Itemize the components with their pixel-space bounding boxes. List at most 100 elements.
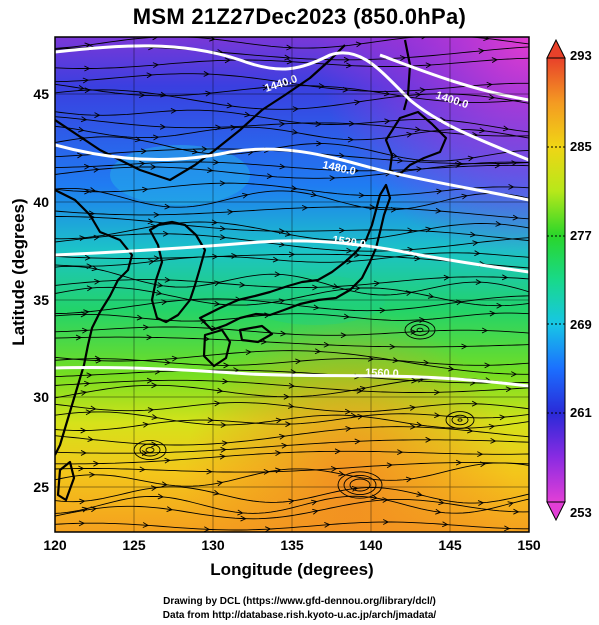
coast-shikoku xyxy=(238,324,274,344)
streamline-arrow xyxy=(89,187,97,193)
streamline-arrow xyxy=(93,234,100,241)
streamline-arrow xyxy=(213,489,220,496)
streamline-arrow xyxy=(264,526,272,532)
colorbar-tick-293: 293 xyxy=(570,48,592,63)
streamline-arrow xyxy=(222,378,229,385)
streamline-eddy xyxy=(410,324,430,336)
streamline-arrow xyxy=(419,87,427,94)
streamline-arrow xyxy=(203,526,211,532)
x-tick-150: 150 xyxy=(517,537,541,553)
streamline-arrow xyxy=(490,437,497,444)
streamline-arrow xyxy=(288,382,295,389)
y-tick-40: 40 xyxy=(33,194,49,210)
streamline-arrow xyxy=(397,157,404,164)
streamline-arrow xyxy=(477,451,484,458)
streamline-arrow xyxy=(405,476,413,483)
streamline-arrow xyxy=(391,152,399,159)
streamline-arrow xyxy=(84,163,91,170)
colorbar: 293 285 277 269 261 253 xyxy=(546,38,592,522)
streamline-arrow xyxy=(146,72,153,79)
streamline-arrow xyxy=(409,405,416,411)
streamline-arrow xyxy=(219,180,226,187)
streamline-arrow xyxy=(436,188,443,195)
streamline-arrow xyxy=(151,414,158,420)
streamline-arrow xyxy=(508,184,515,190)
streamline-arrow xyxy=(223,362,230,369)
streamline-arrow xyxy=(371,494,378,501)
streamline-arrow xyxy=(226,102,233,109)
streamline-arrow xyxy=(152,62,160,69)
streamline-arrow xyxy=(205,90,212,97)
streamline-arrow xyxy=(301,204,309,211)
streamline-arrow xyxy=(244,111,251,118)
streamline-arrow xyxy=(94,112,101,119)
streamline-arrow xyxy=(211,219,218,226)
streamline-arrow xyxy=(275,450,282,456)
streamline-arrow xyxy=(477,500,485,506)
streamline-arrow xyxy=(146,377,154,384)
streamline-arrow xyxy=(159,123,167,130)
streamline-arrow xyxy=(140,148,148,155)
streamline-arrow xyxy=(483,37,490,42)
streamline-arrow xyxy=(312,284,319,291)
streamline-arrow xyxy=(355,41,363,48)
streamline-arrow xyxy=(475,279,482,285)
y-tick-30: 30 xyxy=(33,389,49,405)
streamline-eddy xyxy=(404,320,436,340)
streamline-arrow xyxy=(352,167,360,174)
streamline-arrow xyxy=(348,120,356,127)
streamline-arrow xyxy=(382,497,389,503)
streamline-arrow xyxy=(79,498,86,505)
streamline-arrow xyxy=(419,317,426,323)
streamline-arrow xyxy=(324,521,331,528)
streamline-arrow xyxy=(491,57,499,63)
streamline-arrow xyxy=(164,276,171,283)
streamline-arrow xyxy=(512,214,519,221)
streamline-arrow xyxy=(164,457,171,464)
streamline-arrow xyxy=(409,423,417,430)
streamline-arrow xyxy=(411,377,418,384)
streamline-arrow xyxy=(407,246,414,253)
x-tick-140: 140 xyxy=(359,537,383,553)
streamline-arrow xyxy=(467,155,475,162)
streamline-arrow xyxy=(455,299,463,306)
streamline-arrow xyxy=(139,466,146,473)
streamline-arrow xyxy=(427,293,435,299)
streamline-arrow xyxy=(416,491,423,497)
x-axis-label: Longitude (degrees) xyxy=(210,560,374,579)
streamline-arrow xyxy=(220,422,227,428)
streamline-arrow xyxy=(488,423,496,430)
contour-1480 xyxy=(55,143,529,202)
streamline-arrow xyxy=(410,329,417,335)
streamline-arrow xyxy=(345,426,352,432)
streamline-arrow xyxy=(495,221,502,227)
streamline-arrow xyxy=(478,48,485,54)
streamline-arrow xyxy=(382,519,390,525)
streamline-arrow xyxy=(399,55,407,61)
streamline-arrow xyxy=(80,311,87,318)
streamline-arrow xyxy=(295,358,302,365)
contour-1400 xyxy=(379,53,529,102)
streamline-arrow xyxy=(152,134,160,141)
streamline-arrow xyxy=(338,152,346,159)
streamline-arrow xyxy=(86,285,94,292)
streamline-arrow xyxy=(239,281,246,288)
streamline-arrow xyxy=(134,136,142,143)
streamline-arrow xyxy=(87,436,94,442)
streamline-arrow xyxy=(346,247,353,254)
streamline-arrow xyxy=(164,359,171,366)
streamline-arrow xyxy=(407,227,414,234)
streamline-arrow xyxy=(78,520,86,527)
streamline-arrow xyxy=(474,250,481,257)
map-grid xyxy=(55,37,529,532)
streamline-arrow xyxy=(213,280,221,287)
streamline-arrow xyxy=(94,278,101,285)
coast-hokkaido xyxy=(384,110,448,178)
y-tick-25: 25 xyxy=(33,479,49,495)
streamline-arrow xyxy=(142,324,150,331)
streamline-arrow xyxy=(284,54,291,61)
streamline-arrow xyxy=(151,441,158,448)
streamline-arrow xyxy=(274,271,281,278)
streamline-arrow xyxy=(156,282,164,288)
streamline-arrow xyxy=(414,255,421,262)
